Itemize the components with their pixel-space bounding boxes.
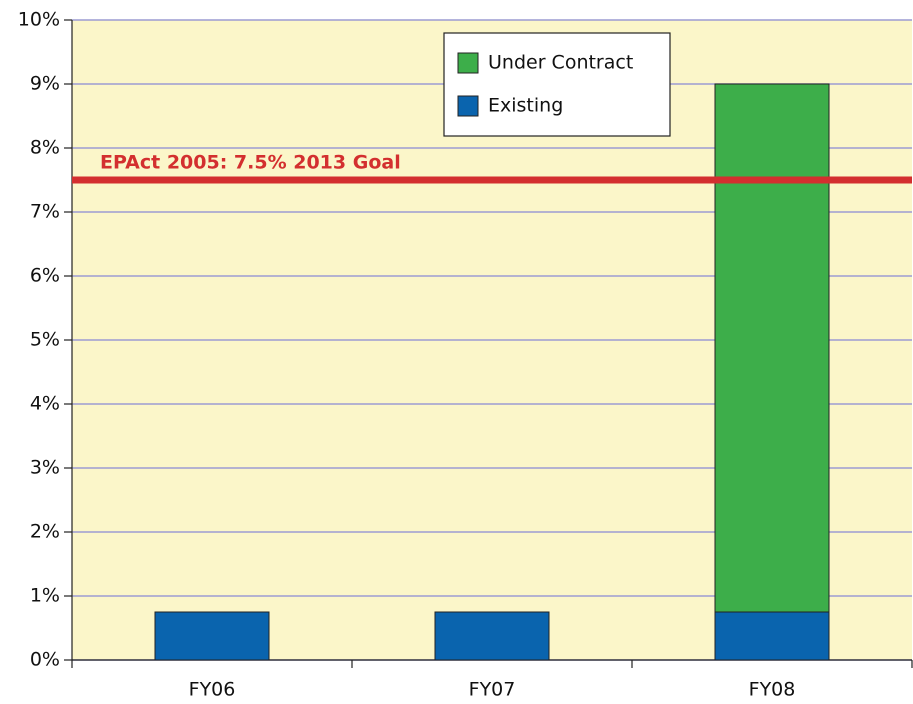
bar-segment — [434, 611, 550, 661]
legend-swatch — [457, 95, 479, 117]
x-tick-label: FY08 — [749, 679, 796, 701]
y-tick-label: 7% — [30, 201, 60, 223]
legend-label: Existing — [488, 95, 563, 117]
bar-segment — [714, 83, 830, 613]
y-tick-label: 2% — [30, 521, 60, 543]
y-tick-label: 9% — [30, 73, 60, 95]
y-tick-label: 3% — [30, 457, 60, 479]
legend-box — [443, 32, 671, 137]
bar-segment — [154, 611, 270, 661]
y-tick-label: 5% — [30, 329, 60, 351]
legend-label: Under Contract — [488, 52, 633, 74]
y-tick-label: 6% — [30, 265, 60, 287]
reference-label: EPAct 2005: 7.5% 2013 Goal — [100, 152, 401, 174]
y-tick-label: 10% — [18, 9, 60, 31]
y-tick-label: 8% — [30, 137, 60, 159]
y-tick-label: 0% — [30, 649, 60, 671]
y-tick-label: 4% — [30, 393, 60, 415]
y-tick-label: 1% — [30, 585, 60, 607]
legend-swatch — [457, 52, 479, 74]
bar-segment — [714, 611, 830, 661]
x-tick-label: FY06 — [189, 679, 236, 701]
x-tick-label: FY07 — [469, 679, 516, 701]
